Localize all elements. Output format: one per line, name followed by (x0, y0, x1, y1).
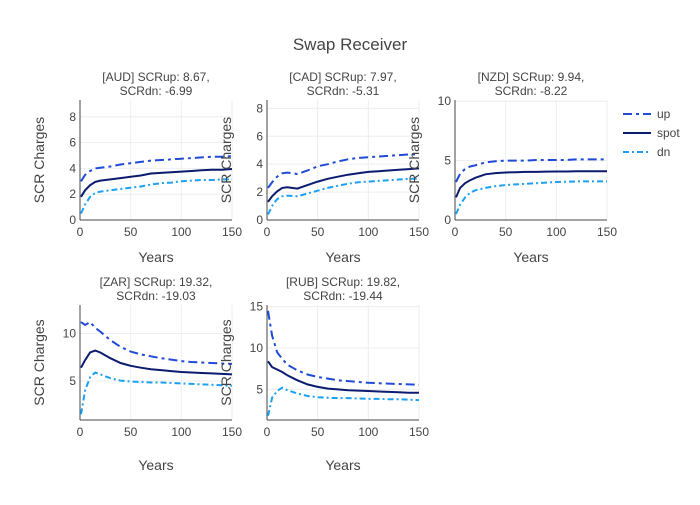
series-line-spot (80, 168, 233, 198)
y-tick-label: 6 (69, 136, 76, 150)
legend-item-spot[interactable]: spot (623, 126, 680, 140)
series-line-dn (267, 177, 419, 215)
x-tick-label: 0 (452, 225, 459, 239)
x-tick-label: 100 (171, 225, 191, 239)
x-tick-label: 100 (358, 425, 378, 439)
x-tick-label: 50 (311, 425, 325, 439)
y-tick-label: 0 (69, 213, 76, 227)
legend-item-up[interactable]: up (623, 107, 671, 121)
subplot-title: [ZAR] SCRup: 19.32, SCRdn: -19.03 (100, 275, 213, 303)
series-line-up (267, 153, 419, 189)
x-axis-title: Years (138, 249, 173, 265)
legend[interactable]: up spot dn (623, 107, 680, 159)
y-tick-label: 4 (69, 161, 76, 175)
subplot-title: [AUD] SCRup: 8.67, SCRdn: -6.99 (102, 70, 209, 98)
subplot-3: 0 50 100 150 5 10 [ZAR] SCRup: 19.32, SCRdn: -1… (31, 275, 242, 473)
subplot-title-line: [AUD] SCRup: 8.67, (102, 70, 209, 84)
x-axis-title: Years (138, 457, 173, 473)
subplot-4: 0 50 100 150 5 10 15 [RUB] SCRup: 19.82, SCRdn: … (218, 275, 429, 473)
y-tick-label: 5 (256, 382, 263, 396)
legend-label: spot (657, 126, 680, 140)
subplot-title-line: SCRdn: -8.22 (495, 84, 568, 98)
series-line-up (267, 310, 420, 386)
series-line-up (455, 158, 607, 183)
y-tick-label: 0 (256, 213, 263, 227)
subplot-title-line: SCRdn: -19.03 (116, 289, 196, 303)
series-line-dn (80, 371, 233, 415)
legend-label: dn (657, 145, 670, 159)
subplot-title-line: [CAD] SCRup: 7.97, (289, 70, 396, 84)
series-line-up (80, 320, 233, 365)
x-tick-label: 50 (124, 425, 138, 439)
legend-item-dn[interactable]: dn (623, 145, 670, 159)
x-tick-label: 50 (311, 225, 325, 239)
series-line-up (80, 155, 233, 182)
y-axis-title: SCR Charges (218, 319, 234, 405)
x-tick-label: 100 (358, 225, 378, 239)
series-line-spot (267, 167, 420, 203)
subplot-title-line: [ZAR] SCRup: 19.32, (100, 275, 213, 289)
y-tick-label: 4 (256, 157, 263, 171)
x-tick-label: 150 (222, 425, 242, 439)
series-line-dn (80, 178, 232, 214)
y-tick-label: 10 (63, 327, 77, 341)
series-line-spot (80, 349, 233, 376)
subplot-2: 0 50 100 150 0 5 10 [NZD] SCRup: 9.94, SCRdn: -8… (406, 70, 617, 265)
chart-title: Swap Receiver (293, 35, 408, 54)
subplot-title: [NZD] SCRup: 9.94, SCRdn: -8.22 (478, 70, 585, 98)
x-tick-label: 0 (77, 425, 84, 439)
x-tick-label: 0 (264, 425, 271, 439)
x-tick-label: 100 (546, 225, 566, 239)
x-tick-label: 150 (409, 225, 429, 239)
subplot-1: 0 50 100 150 0 2 4 6 8 [CAD] SCRup: 7.97, SCRdn: -… (218, 70, 429, 265)
legend-label: up (657, 107, 671, 121)
subplot-title: [RUB] SCRup: 19.82, SCRdn: -19.44 (286, 275, 400, 303)
series-line-dn (455, 180, 607, 215)
subplot-title-line: [NZD] SCRup: 9.94, (478, 70, 585, 84)
x-tick-label: 100 (171, 425, 191, 439)
subplot-title-line: SCRdn: -5.31 (307, 84, 380, 98)
subplot-title: [CAD] SCRup: 7.97, SCRdn: -5.31 (289, 70, 396, 98)
y-tick-label: 5 (444, 154, 451, 168)
subplot-title-line: SCRdn: -19.44 (303, 289, 383, 303)
y-tick-label: 0 (444, 213, 451, 227)
y-axis-title: SCR Charges (218, 117, 234, 203)
subplot-title-line: SCRdn: -6.99 (120, 84, 193, 98)
series-line-spot (267, 360, 419, 394)
y-axis-title: SCR Charges (406, 117, 422, 203)
y-tick-label: 5 (69, 374, 76, 388)
subplot-title-line: [RUB] SCRup: 19.82, (286, 275, 400, 289)
y-tick-label: 15 (250, 300, 264, 314)
y-tick-label: 6 (256, 129, 263, 143)
x-tick-label: 150 (222, 225, 242, 239)
y-axis-title: SCR Charges (31, 117, 47, 203)
x-tick-label: 150 (409, 425, 429, 439)
subplot-0: 0 50 100 150 0 2 4 6 8 [AUD] SCRup: 8.67, SCRdn: -… (31, 70, 242, 265)
x-tick-label: 50 (499, 225, 513, 239)
y-tick-label: 10 (438, 94, 452, 108)
x-axis-title: Years (325, 249, 360, 265)
x-axis-title: Years (325, 457, 360, 473)
series-line-spot (455, 170, 607, 198)
y-tick-label: 8 (69, 110, 76, 124)
x-axis-title: Years (513, 249, 548, 265)
y-axis-title: SCR Charges (31, 319, 47, 405)
y-tick-label: 2 (256, 185, 263, 199)
series-line-dn (267, 386, 420, 417)
y-tick-label: 2 (69, 187, 76, 201)
x-tick-label: 50 (124, 225, 138, 239)
x-tick-label: 150 (597, 225, 617, 239)
x-tick-label: 0 (77, 225, 84, 239)
y-tick-label: 8 (256, 101, 263, 115)
x-tick-label: 0 (264, 225, 271, 239)
y-tick-label: 10 (250, 341, 264, 355)
